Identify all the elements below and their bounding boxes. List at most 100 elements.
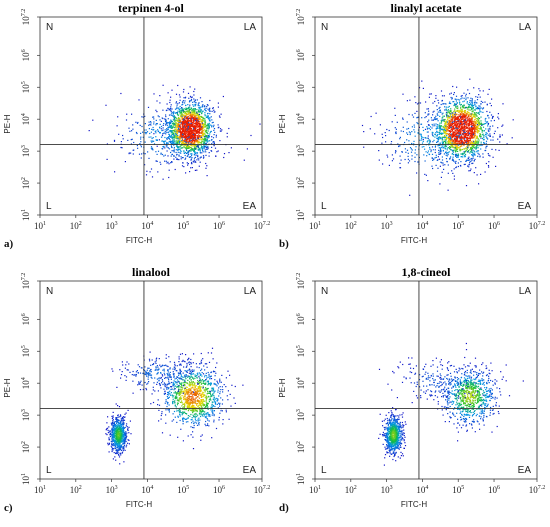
data-point	[434, 149, 436, 151]
data-point	[450, 133, 452, 135]
data-point	[453, 175, 455, 177]
data-point	[194, 99, 196, 101]
data-point	[447, 164, 449, 166]
data-point	[487, 138, 489, 140]
data-point	[169, 125, 171, 127]
data-point	[439, 147, 441, 149]
data-point	[483, 130, 485, 132]
data-point	[466, 142, 468, 144]
data-point	[113, 438, 115, 440]
data-point	[179, 96, 181, 98]
data-point	[482, 153, 484, 155]
data-point	[197, 103, 199, 105]
data-point	[459, 115, 461, 117]
data-point	[452, 172, 454, 174]
data-point	[120, 438, 122, 440]
data-point	[168, 124, 171, 126]
data-point	[429, 142, 431, 144]
data-point	[172, 111, 174, 113]
data-point	[200, 136, 203, 138]
data-point	[182, 142, 184, 144]
x-tick-label: 107.2	[529, 221, 546, 231]
data-point	[185, 113, 188, 116]
data-point	[198, 109, 200, 111]
data-point	[457, 150, 459, 152]
data-point	[395, 132, 397, 134]
data-point	[479, 96, 481, 98]
data-point	[463, 123, 465, 125]
data-point	[187, 120, 189, 122]
data-point	[433, 118, 435, 121]
data-point	[441, 121, 443, 123]
data-point	[137, 147, 139, 149]
data-point	[378, 150, 380, 152]
data-point	[196, 139, 198, 141]
data-point	[191, 136, 193, 138]
data-point	[168, 131, 170, 133]
x-tick-label: 106	[488, 221, 500, 231]
data-point	[187, 110, 189, 112]
data-point	[181, 135, 183, 137]
data-point	[230, 147, 232, 149]
data-point	[182, 150, 185, 152]
data-point	[153, 140, 155, 142]
data-point	[122, 450, 124, 452]
data-point	[177, 114, 180, 116]
data-point	[189, 132, 191, 134]
data-point	[175, 134, 177, 136]
data-point	[171, 140, 173, 143]
data-point	[112, 417, 114, 419]
data-point	[213, 145, 215, 147]
data-point	[204, 135, 206, 138]
data-point	[211, 126, 213, 128]
data-point	[476, 150, 478, 152]
data-point	[468, 141, 470, 143]
data-point	[111, 449, 113, 451]
data-point	[436, 125, 438, 127]
data-point	[375, 112, 377, 114]
data-point	[483, 135, 485, 137]
data-point	[440, 103, 442, 106]
data-point	[183, 139, 185, 141]
data-point	[455, 105, 457, 107]
data-point	[196, 169, 198, 171]
data-point	[462, 138, 465, 140]
data-point	[480, 141, 482, 143]
data-point	[196, 152, 198, 154]
data-point	[118, 435, 120, 437]
data-point	[470, 160, 472, 163]
data-point	[470, 141, 472, 143]
data-point	[454, 148, 456, 150]
data-point	[175, 130, 177, 132]
data-point	[454, 123, 456, 125]
data-point	[156, 145, 158, 147]
data-point	[189, 133, 191, 135]
data-point	[434, 157, 436, 159]
data-point	[193, 126, 195, 128]
data-point	[152, 116, 154, 118]
data-point	[466, 137, 468, 139]
data-point	[205, 135, 207, 138]
data-point	[190, 143, 192, 145]
data-point	[180, 132, 183, 134]
data-point	[200, 141, 202, 144]
data-point	[426, 141, 428, 143]
data-point	[210, 130, 212, 132]
data-point	[193, 112, 195, 114]
data-point	[471, 106, 473, 108]
data-point	[170, 121, 172, 123]
data-point	[483, 123, 485, 125]
data-point	[452, 114, 454, 117]
data-point	[180, 112, 182, 114]
data-point	[461, 113, 463, 115]
data-point	[197, 137, 199, 139]
data-point	[169, 101, 171, 104]
data-point	[113, 431, 116, 433]
data-point	[468, 170, 470, 172]
data-point	[475, 129, 478, 131]
data-point	[118, 133, 120, 135]
data-point	[457, 141, 459, 143]
data-point	[179, 130, 181, 132]
data-point	[463, 131, 465, 133]
data-point	[470, 118, 472, 121]
